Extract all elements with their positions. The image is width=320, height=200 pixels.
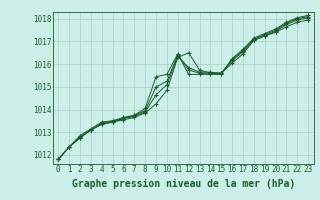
X-axis label: Graphe pression niveau de la mer (hPa): Graphe pression niveau de la mer (hPa)	[72, 179, 295, 189]
